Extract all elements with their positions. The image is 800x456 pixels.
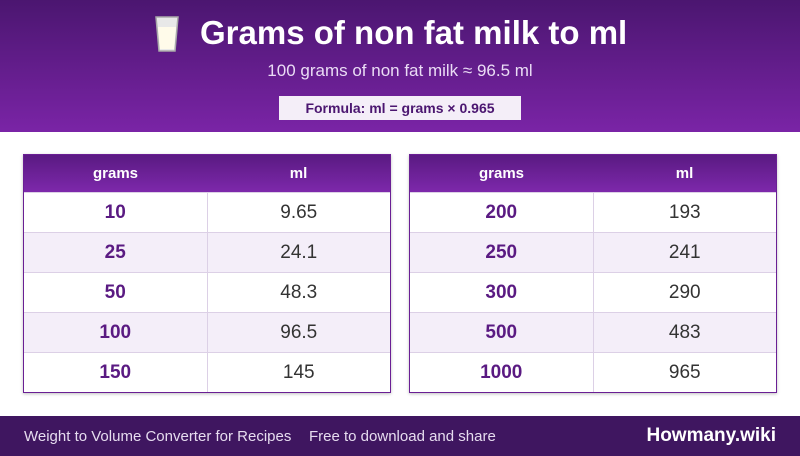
table-row: 50 48.3 — [24, 272, 390, 312]
table-cell: 25 — [24, 232, 208, 272]
table-cell: 100 — [24, 312, 208, 352]
table-cell: 241 — [593, 232, 776, 272]
table-cell: 193 — [593, 192, 776, 232]
table-cell: 48.3 — [207, 272, 390, 312]
table-cell: 96.5 — [207, 312, 390, 352]
table-cell: 483 — [593, 312, 776, 352]
table-row: 200 193 — [410, 192, 776, 232]
table-cell: 250 — [410, 232, 594, 272]
column-header: ml — [289, 165, 308, 182]
table-row: 150 145 — [24, 352, 390, 392]
table-cell: 300 — [410, 272, 594, 312]
table-cell: 145 — [207, 352, 390, 392]
table-cell: 10 — [24, 192, 208, 232]
table-row: 100 96.5 — [24, 312, 390, 352]
header-row: grams ml — [410, 155, 776, 192]
footer-text: Free to download and share — [309, 428, 496, 445]
subtitle: 100 grams of non fat milk ≈ 96.5 ml — [267, 61, 533, 80]
column-header: ml — [675, 165, 694, 182]
table-cell: 1000 — [410, 352, 594, 392]
table-cell: 24.1 — [207, 232, 390, 272]
header: Grams of non fat milk to ml 100 grams of… — [0, 0, 800, 132]
table-cell: 500 — [410, 312, 594, 352]
table-row: 1000 965 — [410, 352, 776, 392]
table-row: 10 9.65 — [24, 192, 390, 232]
table-cell: 150 — [24, 352, 208, 392]
footer: Weight to Volume Converter for Recipes F… — [0, 416, 800, 456]
table-cell: 290 — [593, 272, 776, 312]
brand: Howmany.wiki — [646, 425, 776, 446]
table-cell: 200 — [410, 192, 594, 232]
header-row: grams ml — [24, 155, 390, 192]
footer-text: Weight to Volume Converter for Recipes — [24, 428, 292, 445]
table-row: 250 241 — [410, 232, 776, 272]
column-header: grams — [478, 165, 525, 182]
table: grams ml 10 9.65 25 24.1 50 48.3 100 96.5 150 145 — [23, 154, 391, 393]
table-cell: 9.65 — [207, 192, 390, 232]
table-cell: 965 — [593, 352, 776, 392]
milk-icon — [155, 16, 179, 52]
table-row: 500 483 — [410, 312, 776, 352]
title: Grams of non fat milk to ml — [200, 14, 628, 51]
column-header: grams — [92, 165, 139, 182]
table-row: 300 290 — [410, 272, 776, 312]
formula: Formula: ml = grams × 0.965 — [279, 96, 521, 120]
table: grams ml 200 193 250 241 300 290 500 483 1000 965 — [409, 154, 777, 393]
table-row: 25 24.1 — [24, 232, 390, 272]
table-cell: 50 — [24, 272, 208, 312]
